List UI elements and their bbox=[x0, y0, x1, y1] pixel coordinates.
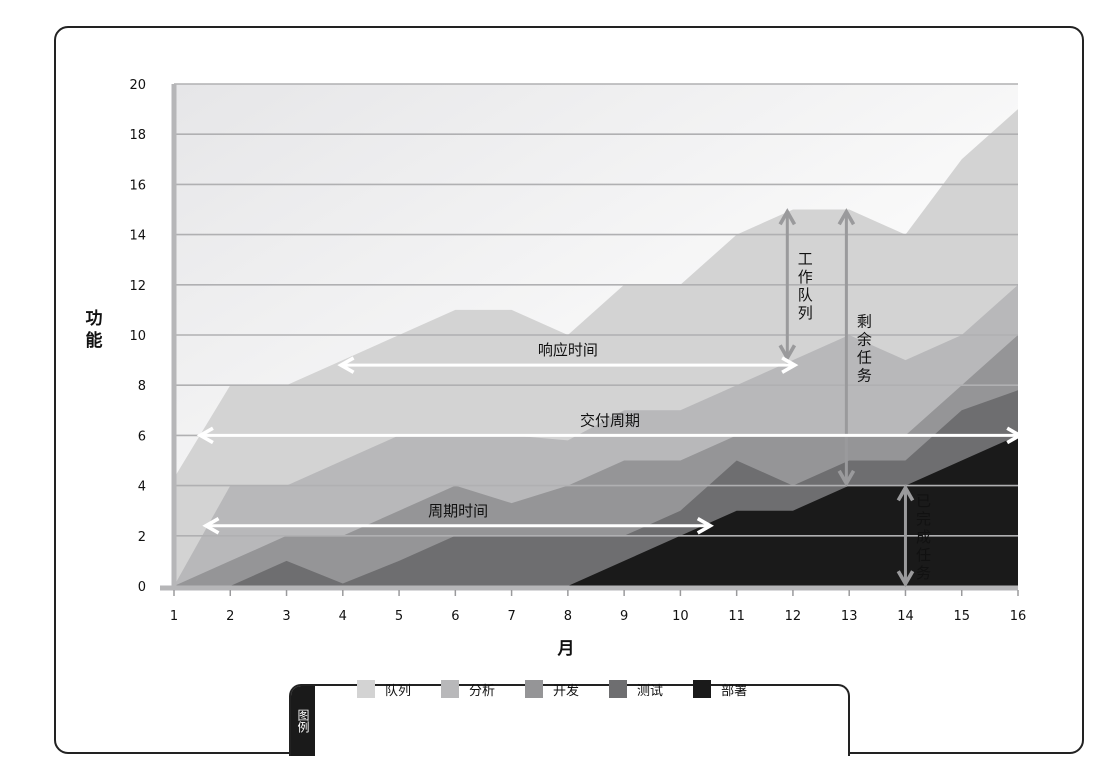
y-tick-label: 6 bbox=[138, 429, 146, 444]
annotation-1-label: 工作队列 bbox=[798, 250, 813, 322]
legend-items: 队列 分析 开发 测试 部署 bbox=[315, 654, 777, 724]
y-tick-label: 16 bbox=[129, 178, 146, 193]
legend-swatch bbox=[441, 680, 460, 698]
x-tick-label: 9 bbox=[620, 609, 628, 624]
legend-label: 开发 bbox=[553, 683, 580, 699]
y-tick-label: 8 bbox=[138, 379, 146, 394]
legend-item-5: 部署 bbox=[693, 680, 747, 699]
y-tick-label: 4 bbox=[138, 480, 146, 495]
x-axis-label: 月 bbox=[557, 639, 575, 659]
y-tick-label: 20 bbox=[129, 78, 146, 93]
legend-swatch bbox=[609, 680, 628, 698]
legend-label: 测试 bbox=[637, 683, 664, 699]
legend-item-2: 分析 bbox=[441, 680, 495, 699]
y-tick-label: 0 bbox=[138, 580, 146, 595]
y-axis-label: 功能 bbox=[86, 309, 103, 351]
x-tick-label: 16 bbox=[1010, 609, 1027, 624]
y-tick-label: 12 bbox=[129, 279, 146, 294]
legend-label: 分析 bbox=[469, 683, 496, 699]
legend-swatch bbox=[525, 680, 544, 698]
legend-label: 队列 bbox=[385, 683, 412, 699]
annotation-6-label: 周期时间 bbox=[428, 502, 488, 520]
y-tick-label: 10 bbox=[129, 329, 146, 344]
annotation-5-label: 交付周期 bbox=[580, 411, 640, 429]
legend-swatch bbox=[693, 680, 712, 698]
legend-item-4: 测试 bbox=[609, 680, 663, 699]
x-tick-label: 11 bbox=[728, 609, 745, 624]
annotation-3-label: 已完成任务 bbox=[916, 492, 931, 582]
x-tick-label: 2 bbox=[226, 609, 234, 624]
legend: 图例 队列 分析 开发 测试 部署 bbox=[289, 680, 850, 756]
x-tick-label: 13 bbox=[841, 609, 858, 624]
x-tick-label: 6 bbox=[451, 609, 459, 624]
legend-item-1: 队列 bbox=[357, 680, 411, 699]
x-tick-label: 5 bbox=[395, 609, 403, 624]
x-tick-label: 12 bbox=[785, 609, 802, 624]
x-tick-label: 3 bbox=[282, 609, 290, 624]
x-tick-label: 7 bbox=[507, 609, 515, 624]
x-tick-label: 1 bbox=[170, 609, 178, 624]
legend-title: 图例 bbox=[291, 686, 315, 756]
y-tick-label: 2 bbox=[138, 530, 146, 545]
annotation-2-label: 剩余任务 bbox=[857, 313, 872, 385]
legend-label: 部署 bbox=[721, 683, 748, 699]
y-tick-label: 18 bbox=[129, 128, 146, 143]
x-tick-label: 8 bbox=[564, 609, 572, 624]
area-series-5 bbox=[174, 435, 1018, 586]
x-tick-label: 15 bbox=[953, 609, 970, 624]
legend-item-3: 开发 bbox=[525, 680, 579, 699]
legend-swatch bbox=[357, 680, 375, 698]
x-tick-label: 10 bbox=[672, 609, 689, 624]
x-tick-label: 14 bbox=[897, 609, 914, 624]
annotation-4-label: 响应时间 bbox=[538, 341, 598, 359]
y-tick-label: 14 bbox=[129, 229, 146, 244]
x-tick-label: 4 bbox=[339, 609, 347, 624]
